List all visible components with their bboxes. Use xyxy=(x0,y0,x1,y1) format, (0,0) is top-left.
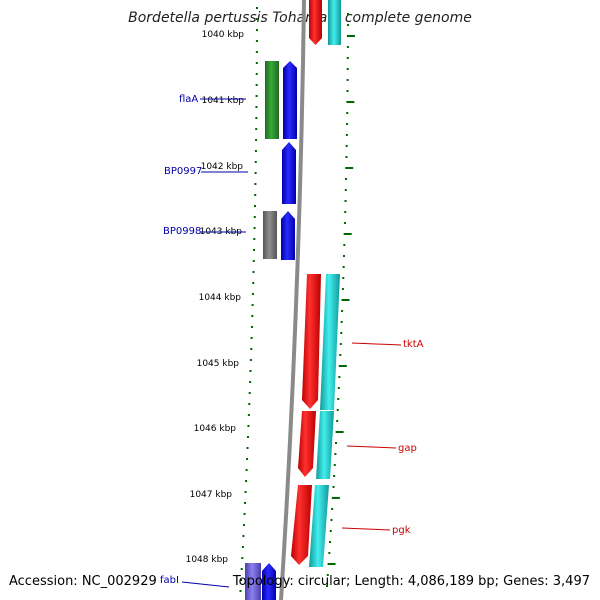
feature-tktA-red-arrow xyxy=(302,274,321,409)
gene-leader-pgk xyxy=(341,527,391,531)
gene-leader-gap xyxy=(346,445,397,449)
gene-leader-tktA xyxy=(351,342,402,346)
scale-label: 1040 kbp xyxy=(202,30,245,40)
scale-label: 1047 kbp xyxy=(190,490,233,500)
feature-tktA-cyan xyxy=(320,274,340,410)
feature-BP0998-gray xyxy=(263,211,277,259)
accession-text: Accession: NC_002929 xyxy=(9,574,157,589)
feature-top-cyan xyxy=(328,0,341,45)
scale-label: 1042 kbp xyxy=(201,162,244,172)
feature-top-red-arrow xyxy=(309,0,322,45)
genome-backbone xyxy=(279,0,306,600)
feature-fabI-blue-arrow xyxy=(262,563,276,600)
scale-labels: 1040 kbp 1041 kbp 1042 kbp 1043 kbp 1044… xyxy=(186,30,245,565)
gene-label-gap: gap xyxy=(398,443,417,454)
feature-flaA-blue-arrow xyxy=(283,61,297,139)
gene-label-BP0997: BP0997 xyxy=(164,166,202,177)
feature-pgk-cyan xyxy=(309,485,329,567)
map-title: Bordetella pertussis Tohama I, complete … xyxy=(128,10,472,26)
scale-label: 1045 kbp xyxy=(197,359,240,369)
gene-label-pgk: pgk xyxy=(392,525,411,536)
scale-label: 1044 kbp xyxy=(199,293,242,303)
tick-marks xyxy=(239,7,355,592)
scale-label: 1046 kbp xyxy=(194,424,237,434)
feature-fabI-purple xyxy=(245,563,261,600)
gene-label-BP0998: BP0998 xyxy=(163,226,201,237)
gene-label-tktA: tktA xyxy=(403,339,424,350)
scale-label: 1041 kbp xyxy=(202,96,245,106)
gene-label-fabI: fabI xyxy=(160,575,179,586)
genome-summary-text: Topology: circular; Length: 4,086,189 bp… xyxy=(232,574,590,589)
feature-gap-cyan xyxy=(316,411,334,479)
feature-pgk-red-arrow xyxy=(291,485,312,565)
gene-leader-fabI xyxy=(181,581,230,588)
feature-BP0997-blue-arrow xyxy=(282,142,296,204)
feature-BP0998-blue-arrow xyxy=(281,211,295,260)
scale-label: 1048 kbp xyxy=(186,555,229,565)
feature-flaA-green xyxy=(265,61,279,139)
feature-gap-red-arrow xyxy=(298,411,316,477)
gene-labels: flaA BP0997 BP0998 tktA gap pgk fabI xyxy=(160,94,424,588)
gene-label-flaA: flaA xyxy=(179,94,198,105)
